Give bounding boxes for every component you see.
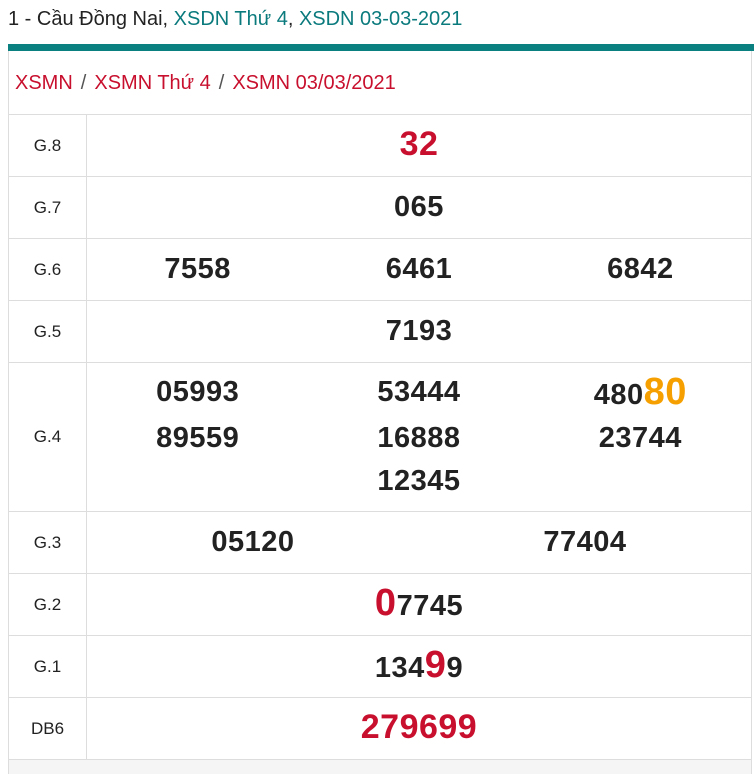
prize-numbers: 05993 53444 48080 89559 16888 23744 12345 xyxy=(86,362,752,512)
digits: 16888 xyxy=(377,422,461,454)
breadcrumb-separator: / xyxy=(80,72,87,94)
digits: 9 xyxy=(446,651,464,684)
digits: 134 xyxy=(374,651,425,684)
prize-numbers: 05120 77404 xyxy=(86,511,752,574)
prize-number: 07745 xyxy=(375,582,463,628)
prize-number: 48080 xyxy=(531,371,750,417)
prize-numbers: 279699 xyxy=(86,697,752,760)
xsdn-weekday-link[interactable]: XSDN Thứ 4 xyxy=(173,8,288,30)
xsdn-date-link[interactable]: XSDN 03-03-2021 xyxy=(298,8,463,30)
footer-strip xyxy=(9,760,751,774)
breadcrumb-separator: / xyxy=(218,72,225,94)
prize-number: 53444 xyxy=(309,371,528,417)
breadcrumb-xsmn[interactable]: XSMN xyxy=(15,72,73,94)
digits: 480 xyxy=(593,379,644,411)
prize-number: 7193 xyxy=(386,310,453,353)
prize-number: 6461 xyxy=(386,248,453,291)
prize-label: G.8 xyxy=(8,114,87,177)
prize-row: G.2 07745 xyxy=(8,573,752,636)
prize-number: 13499 xyxy=(375,644,463,690)
prize-label: G.1 xyxy=(8,635,87,698)
digits: 77404 xyxy=(543,526,627,558)
heading-prefix: 1 - Cầu Đồng Nai, xyxy=(8,8,174,30)
prize-label: DB6 xyxy=(8,697,87,760)
breadcrumb-xsmn-weekday[interactable]: XSMN Thứ 4 xyxy=(94,72,211,94)
prize-number: 05120 xyxy=(211,521,294,564)
prize-number: 16888 xyxy=(309,417,528,460)
prize-row: G.4 05993 53444 48080 89559 16888 23744 12345 xyxy=(8,362,752,512)
breadcrumb-xsmn-date[interactable]: XSMN 03/03/2021 xyxy=(232,72,396,94)
page-heading: 1 - Cầu Đồng Nai, XSDN Thứ 4, XSDN 03-03… xyxy=(8,8,462,31)
digits: 7745 xyxy=(396,589,464,622)
prize-number: 065 xyxy=(394,186,444,229)
prize-label: G.5 xyxy=(8,300,87,363)
prize-number: 6842 xyxy=(607,248,674,291)
prize-number: 05993 xyxy=(88,371,307,417)
highlighted-digits: 80 xyxy=(643,371,687,413)
prize-numbers: 13499 xyxy=(86,635,752,698)
prize-label: G.4 xyxy=(8,362,87,512)
prize-numbers: 7558 6461 6842 xyxy=(86,238,752,301)
prize-row: G.1 13499 xyxy=(8,635,752,698)
prize-label: G.6 xyxy=(8,238,87,301)
prize-row: G.6 7558 6461 6842 xyxy=(8,238,752,301)
prize-label: G.2 xyxy=(8,573,87,636)
prize-number: 279699 xyxy=(361,706,477,751)
digits: 6842 xyxy=(607,253,674,285)
prize-row: G.7 065 xyxy=(8,176,752,239)
digits: 6461 xyxy=(385,253,453,285)
accent-bar xyxy=(8,44,754,51)
highlighted-digits: 0 xyxy=(374,581,397,624)
prize-number: 32 xyxy=(400,123,439,168)
prize-label: G.3 xyxy=(8,511,87,574)
digits: 12345 xyxy=(377,465,461,497)
highlighted-digits: 32 xyxy=(399,125,439,163)
prize-number: 23744 xyxy=(531,417,750,460)
prize-number: 12345 xyxy=(309,460,528,503)
digits: 53444 xyxy=(377,376,461,408)
digits: 23744 xyxy=(598,422,682,454)
prize-numbers: 07745 xyxy=(86,573,752,636)
prize-number: 89559 xyxy=(88,417,307,460)
highlighted-digits: 9 xyxy=(424,643,447,686)
prize-numbers: 065 xyxy=(86,176,752,239)
digits: 05993 xyxy=(156,376,240,408)
digits: 7558 xyxy=(164,253,231,285)
digits: 05120 xyxy=(211,526,295,558)
breadcrumb: XSMN / XSMN Thứ 4 / XSMN 03/03/2021 xyxy=(15,72,396,95)
prize-row: DB6 279699 xyxy=(8,697,752,760)
prize-row: G.5 7193 xyxy=(8,300,752,363)
prize-label: G.7 xyxy=(8,176,87,239)
prize-numbers: 32 xyxy=(86,114,752,177)
prize-row: G.8 32 xyxy=(8,114,752,177)
prize-row: G.3 05120 77404 xyxy=(8,511,752,574)
results-table: G.8 32 G.7 065 G.6 7558 6461 6842 G.5 7193 G.4 0599… xyxy=(8,114,752,760)
highlighted-digits: 279699 xyxy=(360,708,478,746)
prize-number: 7558 xyxy=(164,248,231,291)
digits: 065 xyxy=(394,191,444,223)
heading-separator: , xyxy=(287,8,299,30)
digits: 89559 xyxy=(156,422,240,454)
digits: 7193 xyxy=(385,315,453,347)
prize-number: 77404 xyxy=(543,521,626,564)
prize-numbers: 7193 xyxy=(86,300,752,363)
